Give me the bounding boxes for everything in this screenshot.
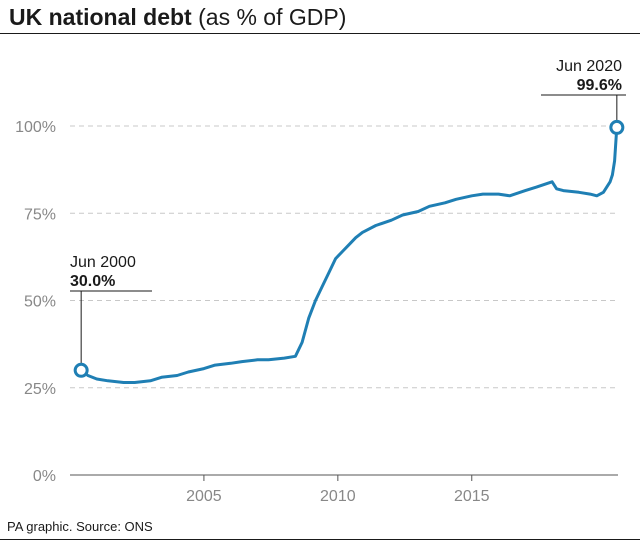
chart-title-subtitle: (as % of GDP)	[191, 4, 347, 30]
y-axis-ticks: 0% 25% 50% 75% 100%	[15, 119, 56, 485]
y-tick-label: 25%	[24, 381, 56, 398]
x-tick-label: 2005	[186, 488, 222, 505]
title-divider	[0, 33, 640, 34]
chart-title-bold: UK national debt	[9, 4, 192, 30]
y-tick-label: 0%	[33, 468, 56, 485]
chart-title: UK national debt (as % of GDP)	[9, 2, 346, 32]
annotation-date: Jun 2020	[556, 58, 622, 75]
source-note: PA graphic. Source: ONS	[7, 519, 153, 534]
gridlines	[70, 125, 618, 476]
x-tick-label: 2010	[320, 488, 356, 505]
annotation-value: 30.0%	[70, 273, 115, 290]
y-tick-label: 100%	[15, 119, 56, 136]
y-tick-label: 50%	[24, 294, 56, 311]
annotation-marker	[609, 119, 625, 135]
annotation-date: Jun 2000	[70, 254, 136, 271]
annotation-marker	[73, 362, 89, 378]
annotation-value: 99.6%	[577, 77, 622, 94]
annotations: Jun 2000 30.0% Jun 2020 99.6%	[70, 58, 626, 378]
debt-series-line	[79, 125, 619, 384]
bottom-divider	[0, 539, 640, 540]
x-axis-ticks: 2005 2010 2015	[186, 475, 490, 505]
series-layer	[79, 125, 619, 384]
x-tick-label: 2015	[454, 488, 490, 505]
y-tick-label: 75%	[24, 206, 56, 223]
